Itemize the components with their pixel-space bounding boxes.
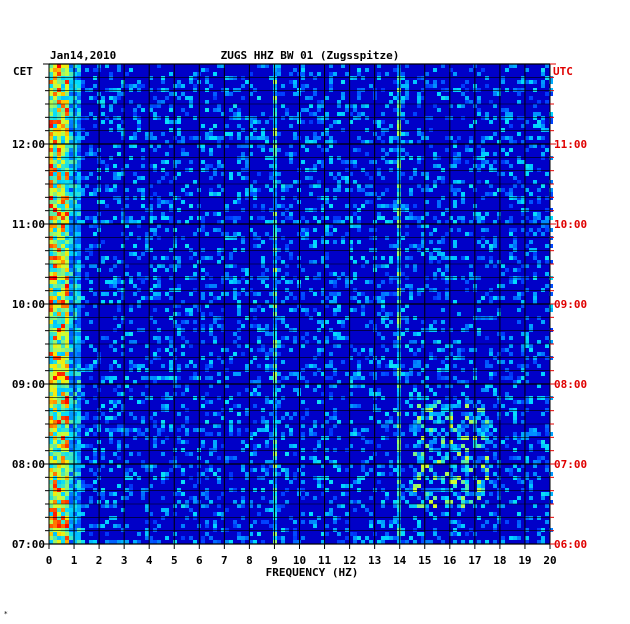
x-tick-label: 9 <box>271 554 278 567</box>
x-tick-label: 0 <box>46 554 53 567</box>
x-tick-label: 3 <box>121 554 128 567</box>
left-time-label: 09:00 <box>12 378 45 391</box>
axis-ticks: 0 1 2 3 4 5 6 7 8 9 10 11 12 13 14 15 16 17 18 19 2007:0008:… <box>12 63 587 567</box>
x-tick-label: 6 <box>196 554 203 567</box>
chart-title: ZUGS HHZ BW 01 (Zugsspitze) <box>221 49 400 62</box>
footer-mark: * <box>4 610 8 618</box>
x-tick-label: 1 <box>71 554 78 567</box>
right-time-label: 10:00 <box>554 218 587 231</box>
x-tick-label: 7 <box>221 554 228 567</box>
right-time-label: 08:00 <box>554 378 587 391</box>
grid-lines <box>48 63 551 545</box>
x-tick-label: 12 <box>343 554 356 567</box>
x-tick-label: 17 <box>468 554 481 567</box>
x-tick-label: 10 <box>293 554 306 567</box>
right-time-label: 07:00 <box>554 458 587 471</box>
x-tick-label: 4 <box>146 554 153 567</box>
left-time-label: 11:00 <box>12 218 45 231</box>
x-tick-label: 19 <box>518 554 531 567</box>
right-axis-label-utc: UTC <box>553 65 573 78</box>
right-time-label: 11:00 <box>554 138 587 151</box>
x-tick-label: 14 <box>393 554 407 567</box>
x-tick-label: 11 <box>318 554 332 567</box>
left-time-label: 07:00 <box>12 538 45 551</box>
x-tick-label: 2 <box>96 554 103 567</box>
x-tick-label: 20 <box>543 554 556 567</box>
right-time-label: 09:00 <box>554 298 587 311</box>
x-tick-label: 8 <box>246 554 253 567</box>
x-tick-label: 13 <box>368 554 381 567</box>
left-axis-label-cet: CET <box>13 65 33 78</box>
left-time-label: 08:00 <box>12 458 45 471</box>
right-time-label: 06:00 <box>554 538 587 551</box>
x-tick-label: 16 <box>443 554 457 567</box>
left-time-label: 12:00 <box>12 138 45 151</box>
date-label: Jan14,2010 <box>50 49 116 62</box>
x-axis-label: FREQUENCY (HZ) <box>266 566 359 579</box>
spectrogram-cells <box>49 64 553 544</box>
x-tick-label: 15 <box>418 554 431 567</box>
left-time-label: 10:00 <box>12 298 45 311</box>
x-tick-label: 5 <box>171 554 178 567</box>
x-tick-label: 18 <box>493 554 506 567</box>
